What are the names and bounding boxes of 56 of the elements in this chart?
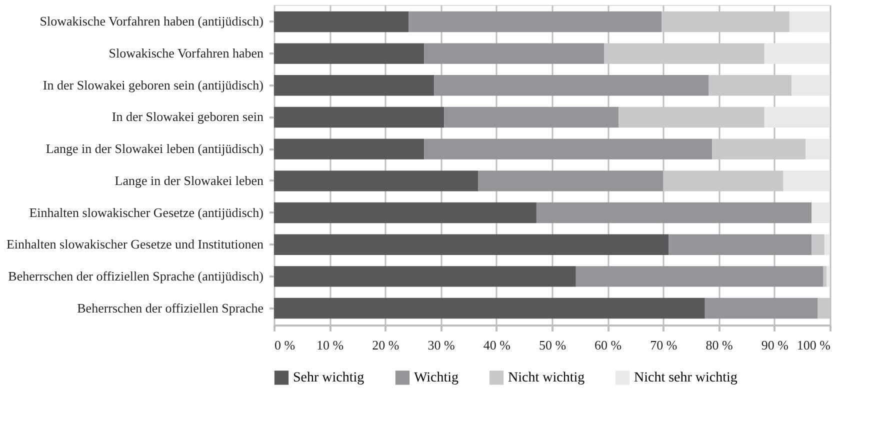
x-tick-label: 80 %	[706, 338, 734, 352]
x-tick-label: 70 %	[650, 338, 678, 352]
y-tick-label: Beherrschen der offiziellen Sprache	[77, 300, 264, 316]
x-tick-label: 20 %	[372, 338, 400, 352]
bar	[792, 75, 830, 96]
bar	[812, 202, 830, 224]
bar	[812, 234, 824, 255]
y-tick-label: Lange in der Slowakei leben	[114, 172, 264, 188]
bar	[274, 138, 424, 160]
x-tick-label: 50 %	[538, 338, 566, 352]
bar	[274, 266, 576, 287]
bar	[704, 298, 818, 319]
bar	[789, 11, 830, 32]
bar	[274, 75, 434, 96]
y-tick-label: Slowakische Vorfahren haben	[108, 46, 264, 61]
x-tick-label: 10 %	[316, 338, 344, 352]
bar	[783, 170, 830, 192]
bar	[274, 11, 409, 32]
x-tick-label: 40 %	[483, 338, 511, 352]
y-tick-label: Einhalten slowakischer Gesetze (antijüdisch)	[29, 204, 264, 220]
bar	[274, 170, 478, 192]
legend-label: Nicht sehr wichtig	[634, 370, 738, 386]
bar	[576, 266, 824, 287]
bar	[668, 234, 812, 255]
x-tick-label: 0 %	[274, 338, 296, 352]
bar	[806, 138, 830, 160]
legend-label: Sehr wichtig	[293, 370, 364, 386]
bar	[274, 202, 536, 224]
x-tick-label: 30 %	[428, 338, 456, 352]
bar	[444, 106, 619, 128]
y-tick-label: Slowakische Vorfahren haben (antijüdisch)	[40, 14, 264, 29]
bar	[424, 138, 712, 160]
y-tick-label: Beherrschen der offiziellen Sprache (antijüdisch)	[8, 268, 264, 284]
bar	[274, 234, 669, 255]
legend-label: Nicht wichtig	[508, 370, 585, 386]
bar	[536, 202, 812, 224]
y-tick-label: Lange in der Slowakei leben (antijüdisch)	[46, 141, 264, 156]
bar	[274, 298, 705, 319]
bar	[824, 234, 830, 255]
x-tick-label: 60 %	[594, 338, 622, 352]
bar	[274, 106, 444, 128]
bar	[434, 75, 709, 96]
y-tick-label: In der Slowakei geboren sein	[112, 109, 264, 124]
y-tick-label: Einhalten slowakischer Gesetze und Institutionen	[6, 236, 264, 252]
x-tick-label: 100 %	[796, 338, 831, 352]
bar	[764, 43, 830, 64]
bar	[424, 43, 604, 64]
bar	[408, 11, 662, 32]
bar	[826, 266, 830, 287]
bar	[274, 43, 424, 64]
bar	[764, 106, 830, 128]
y-tick-label: In der Slowakei geboren sein (antijüdisch)	[42, 77, 264, 92]
bar	[823, 266, 827, 287]
x-tick-label: 90 %	[761, 338, 789, 352]
bar	[478, 170, 664, 192]
legend-label: Wichtig	[414, 370, 459, 386]
